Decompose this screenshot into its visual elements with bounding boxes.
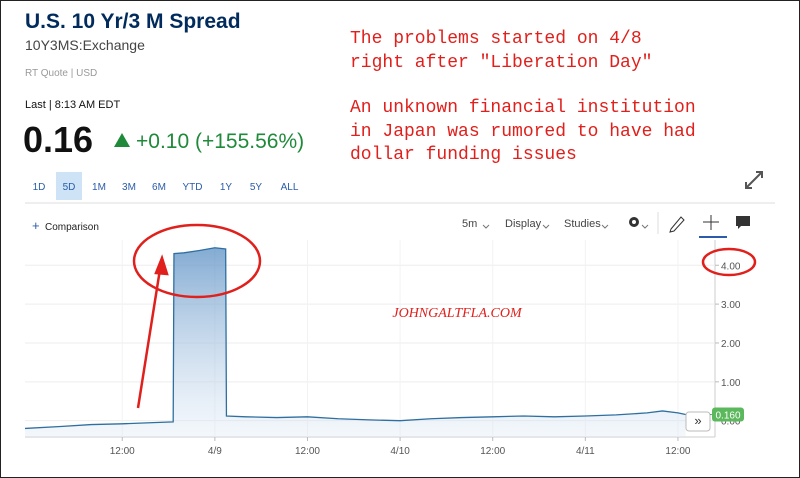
line xyxy=(25,247,686,430)
x-tick-label: 12:00 xyxy=(295,446,320,457)
comparison-button[interactable]: Comparison xyxy=(45,222,99,233)
range-button[interactable]: ALL xyxy=(281,182,299,193)
x-tick-label: 4/11 xyxy=(576,446,595,457)
expand-icon[interactable] xyxy=(745,171,763,189)
settings-hole xyxy=(632,220,636,224)
area xyxy=(25,247,686,437)
x-tick-label: 12:00 xyxy=(110,446,135,457)
comparison-plus[interactable]: + xyxy=(32,218,40,233)
y-tick-label: 2.00 xyxy=(721,339,741,350)
annotation-line: dollar funding issues xyxy=(350,145,577,165)
crosshair-icon[interactable] xyxy=(703,215,719,230)
interval-menu[interactable]: 5m xyxy=(462,218,477,230)
change: +0.10 (+155.56%) xyxy=(136,130,304,153)
annotation-line: An unknown financial institution xyxy=(350,98,696,118)
range-button[interactable]: 1D xyxy=(33,182,46,193)
y-tick-label: 0.00 xyxy=(721,417,741,428)
studies-menu[interactable]: Studies xyxy=(564,218,601,230)
annotations: The problems started on 4/8 right after "… xyxy=(350,29,696,165)
range-button[interactable]: 5Y xyxy=(250,182,263,193)
last-value-tag xyxy=(712,407,744,422)
display-menu[interactable]: Display xyxy=(505,218,542,230)
range-button[interactable]: 6M xyxy=(152,182,166,193)
last-value-label: 0.160 xyxy=(715,410,740,421)
draw-icon[interactable] xyxy=(669,216,685,233)
watermark: JOHNGALTFLA.COM xyxy=(392,306,523,321)
menu-carets xyxy=(482,224,649,229)
last-time: Last | 8:13 AM EDT xyxy=(25,99,120,111)
range-button[interactable]: YTD xyxy=(183,182,203,193)
up-arrow xyxy=(114,133,130,147)
range-button[interactable]: 1M xyxy=(92,182,106,193)
range-button[interactable]: 5D xyxy=(63,182,76,193)
quote-type: RT Quote | USD xyxy=(25,68,97,79)
x-tick-label: 12:00 xyxy=(480,446,505,457)
range-bar: 1D 5D 1M 3M 6M YTD 1Y 5Y ALL xyxy=(33,172,299,200)
range-button[interactable]: 3M xyxy=(122,182,136,193)
range-button[interactable]: 1Y xyxy=(220,182,233,193)
annotation-line: right after "Liberation Day" xyxy=(350,53,652,73)
y-tick-label: 3.00 xyxy=(721,300,741,311)
annotation-line: in Japan was rumored to have had xyxy=(350,122,696,142)
scroll-latest[interactable] xyxy=(685,411,711,432)
x-tick-label: 4/9 xyxy=(208,446,222,457)
y-tick-label: 1.00 xyxy=(721,378,741,389)
range-selected xyxy=(56,172,82,200)
last-price: 0.16 xyxy=(23,119,93,160)
title: U.S. 10 Yr/3 M Spread xyxy=(25,10,241,33)
highlight-marks xyxy=(132,223,757,409)
annotation-line: The problems started on 4/8 xyxy=(350,29,642,49)
symbol: 10Y3MS:Exchange xyxy=(25,37,145,53)
y-tick-label: 4.00 xyxy=(721,261,741,272)
plot: 0.00 1.00 2.00 3.00 4.00 12:00 4/9 12:00 4/10 12:… xyxy=(25,240,744,457)
x-tick-label: 12:00 xyxy=(665,446,690,457)
comment-icon[interactable] xyxy=(736,216,750,229)
scroll-latest-icon: » xyxy=(694,413,701,428)
x-tick-label: 4/10 xyxy=(390,446,410,457)
